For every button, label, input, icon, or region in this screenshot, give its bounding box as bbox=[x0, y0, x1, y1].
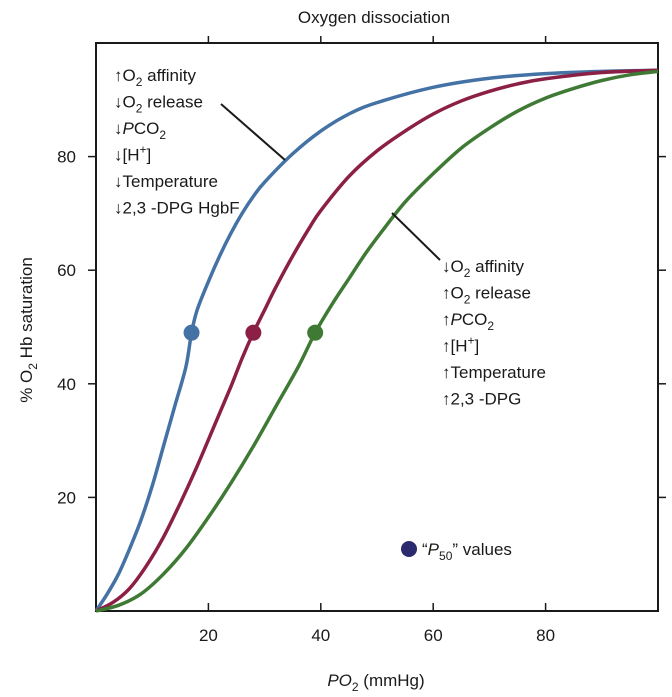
plot-frame bbox=[95, 42, 659, 612]
legend-p50-marker bbox=[401, 541, 417, 557]
x-tick-label-2: 60 bbox=[424, 626, 443, 645]
right-shift-annotation: ↓O2 affinity ↑O2 release ↑PCO2 ↑[H+] ↑Temper… bbox=[442, 257, 546, 409]
x-tick-label-3: 80 bbox=[536, 626, 555, 645]
right-annotation-line-1: ↑ bbox=[442, 284, 451, 303]
y-tick-label-3: 80 bbox=[57, 148, 76, 167]
legend-p50-label: “P50” values bbox=[422, 540, 512, 563]
right-shift-curve bbox=[95, 69, 659, 613]
left-annotation-line-3: ↓ bbox=[114, 146, 123, 165]
left-annotation-line-1: ↓ bbox=[114, 93, 123, 112]
left-shift-curve bbox=[94, 68, 659, 612]
p50-markers bbox=[183, 324, 324, 341]
chart-title: Oxygen dissociation bbox=[298, 8, 450, 27]
axis-ticks bbox=[88, 36, 666, 611]
x-tick-label-0: 20 bbox=[199, 626, 218, 645]
normal-p50-point bbox=[245, 324, 262, 341]
x-tick-label-1: 40 bbox=[311, 626, 330, 645]
left-shift-annotation: ↑O2 affinity ↓O2 release ↓PCO2 ↓[H+] ↓Temper… bbox=[114, 66, 240, 218]
y-tick-label-1: 40 bbox=[57, 375, 76, 394]
y-axis-title: % O2 Hb saturation bbox=[17, 257, 40, 403]
normal-curve bbox=[95, 68, 659, 613]
left-annotation-line-0: ↑ bbox=[114, 66, 123, 85]
y-tick-label-2: 60 bbox=[57, 261, 76, 280]
x-axis-title: PO2 (mmHg) bbox=[327, 671, 424, 694]
legend: “P50” values bbox=[401, 540, 512, 563]
right-annotation-line-5: ↑ bbox=[442, 390, 451, 409]
right-annotation-line-3: ↑ bbox=[442, 337, 451, 356]
right-annotation-line-0: ↓ bbox=[442, 257, 451, 276]
y-tick-label-0: 20 bbox=[57, 488, 76, 507]
right-shift-p50-point bbox=[307, 324, 324, 341]
left-annotation-line-5: ↓ bbox=[114, 199, 123, 218]
left-annotation-line-4: ↓ bbox=[114, 172, 123, 191]
axis-tick-labels: 20 40 60 80 20 40 60 80 bbox=[57, 148, 555, 645]
left-annotation-leader bbox=[220, 103, 286, 161]
dissociation-curves bbox=[94, 68, 659, 613]
left-annotation-line-2: ↓ bbox=[114, 119, 123, 138]
left-shift-p50-point bbox=[183, 324, 200, 341]
right-annotation-line-2: ↑ bbox=[442, 310, 451, 329]
right-annotation-leader bbox=[391, 212, 441, 261]
right-annotation-line-4: ↑ bbox=[442, 363, 451, 382]
